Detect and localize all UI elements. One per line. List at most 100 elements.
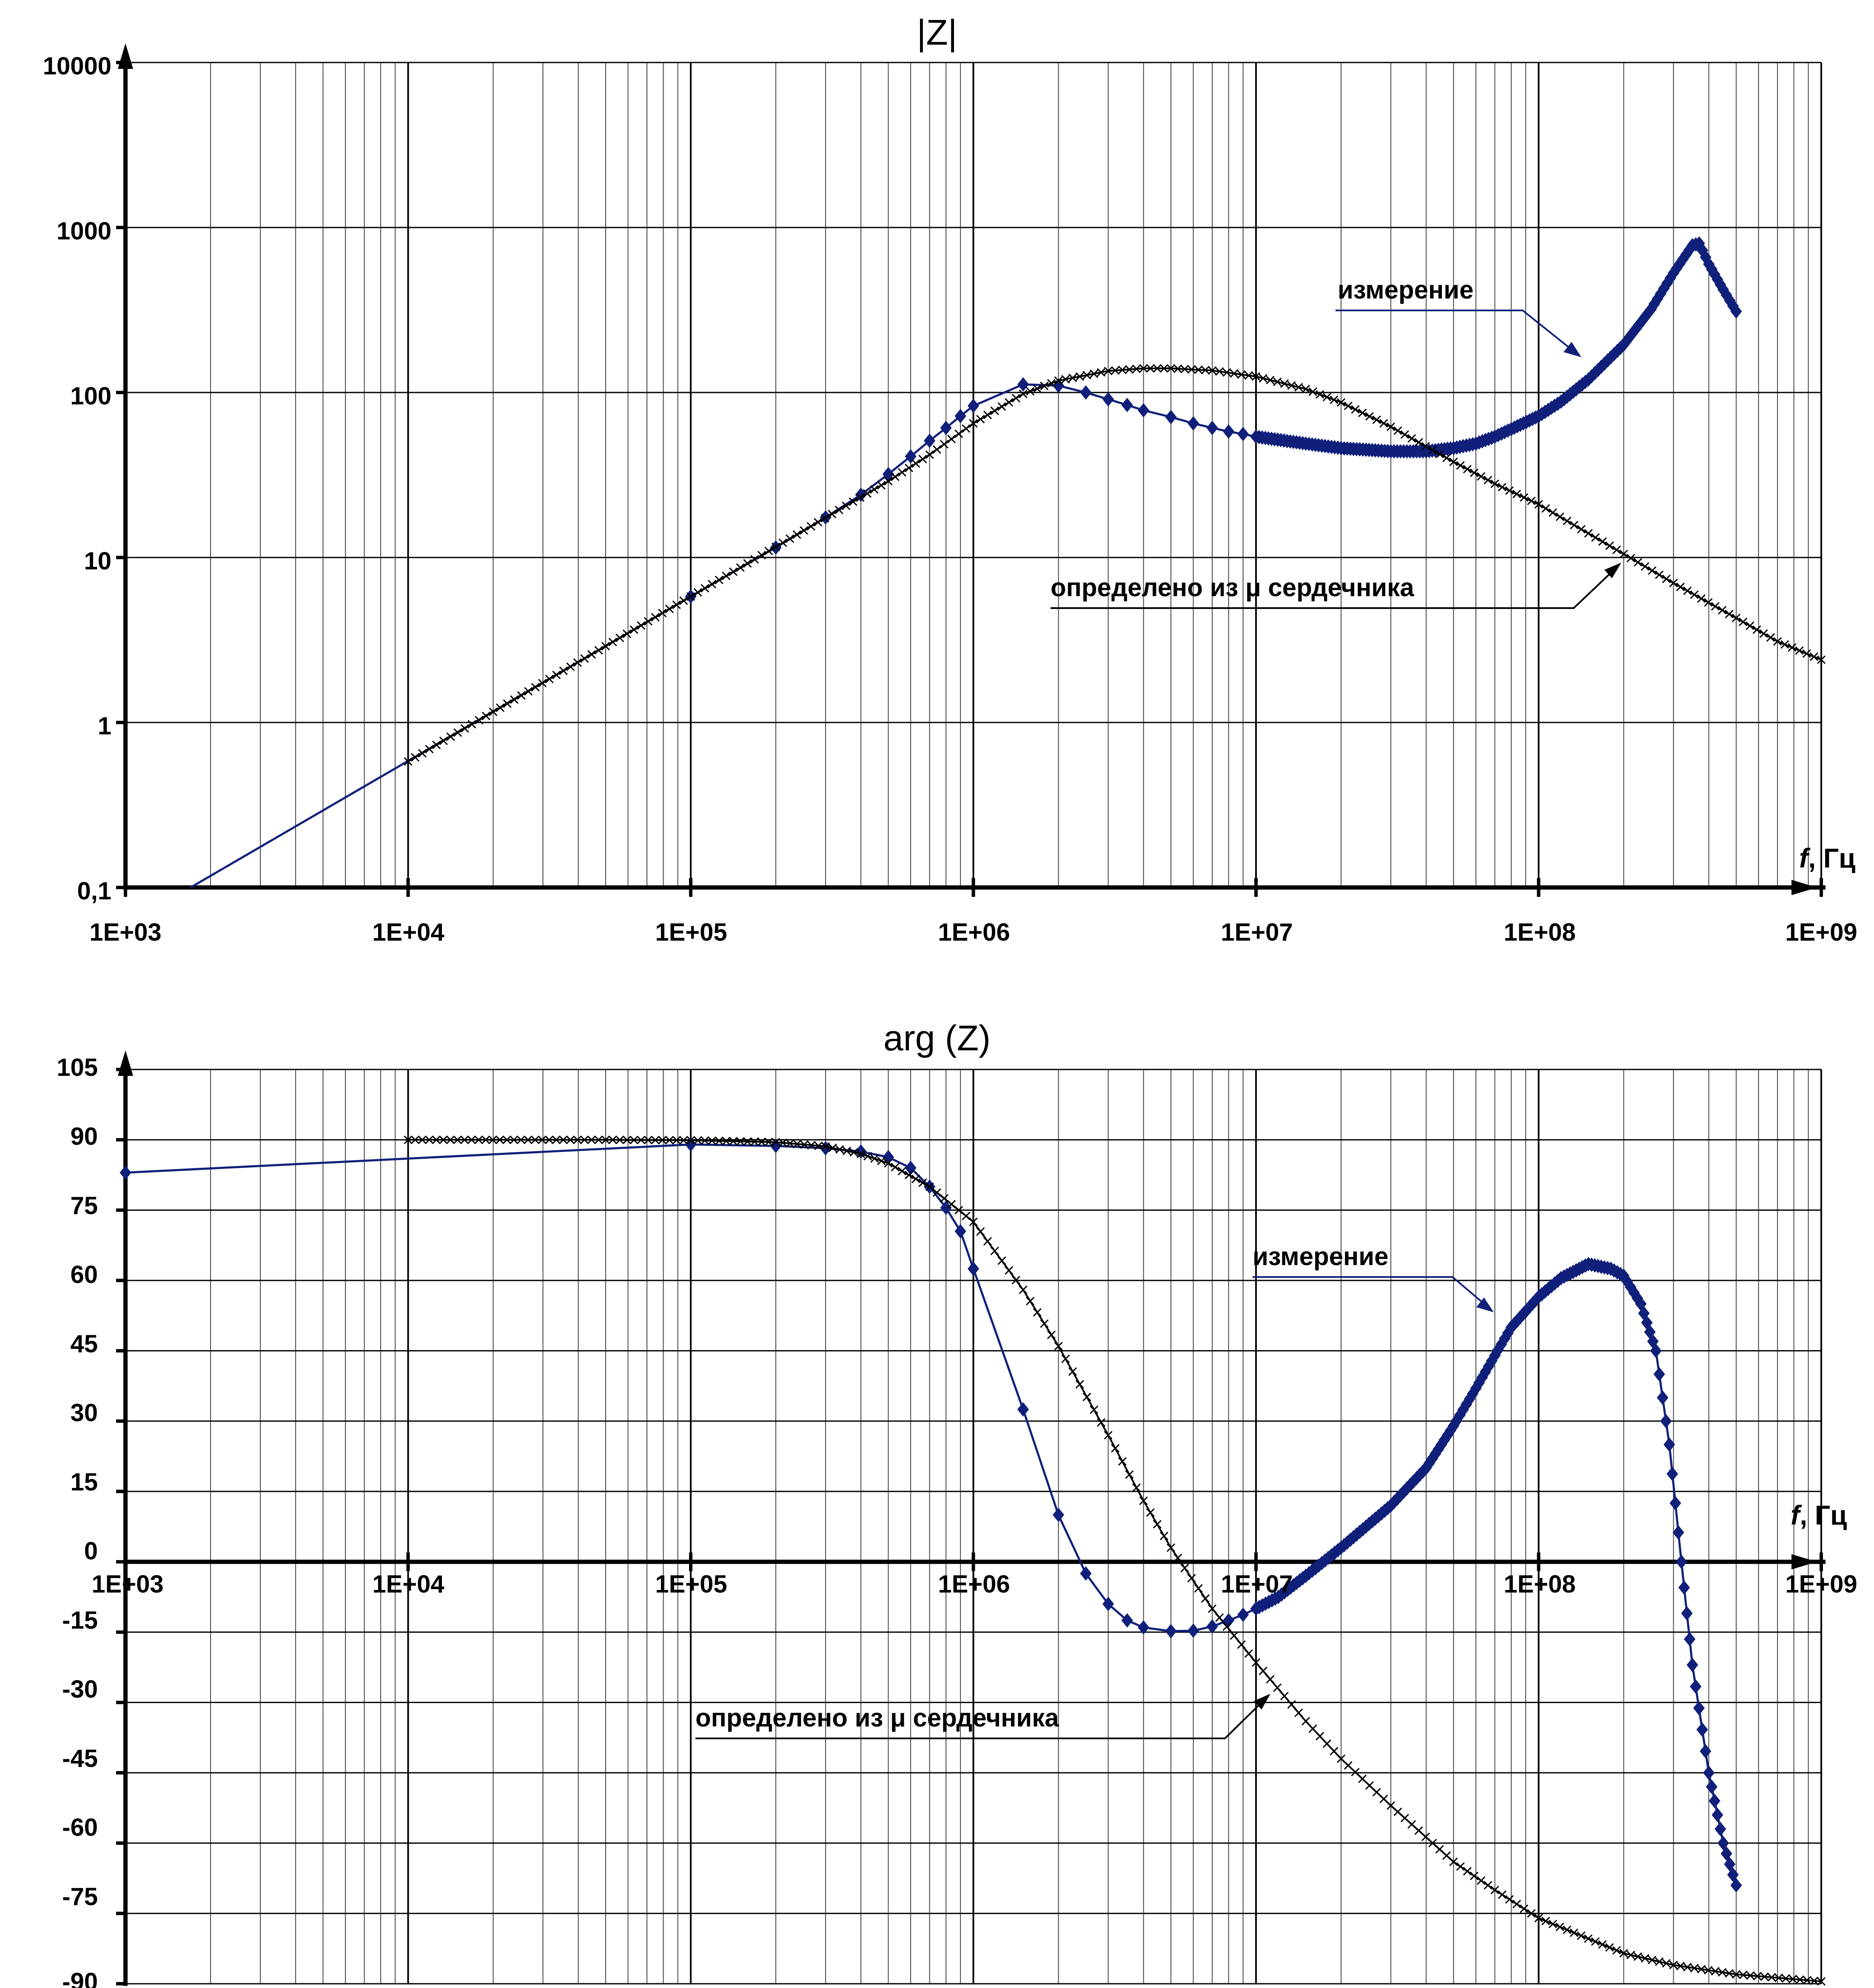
magnitude-series-model-marker [1584,529,1593,538]
phase-series-model-marker [1146,1508,1155,1517]
phase-series-model-marker [1393,1807,1402,1816]
phase-series-model-marker [1104,1431,1113,1440]
phase-series-model-marker [1563,1925,1572,1934]
phase-series-measured-marker [1712,1808,1723,1823]
phase-series-measured-marker [1660,1413,1672,1428]
phase-series-model-marker [1421,1832,1430,1841]
phase-y-tick-label: 15 [70,1468,98,1496]
magnitude-series-model-marker [932,445,941,454]
phase-y-tick-label: 0 [84,1537,98,1565]
magnitude-series-model-marker [1619,549,1628,558]
magnitude-annotation-measured-leader [1336,310,1577,354]
phase-series-model-marker [672,1136,681,1145]
magnitude-series-model-marker [1330,395,1339,404]
phase-series-model-marker [701,1136,709,1145]
phase-series-model-marker [1435,1845,1444,1854]
phase-series-measured-marker [967,1261,980,1276]
magnitude-series-model-marker [814,518,823,527]
phase-series-model-marker [1159,1531,1168,1541]
magnitude-x-tick-label: 1E+06 [938,919,1010,946]
magnitude-series-measured-marker [1237,427,1249,441]
phase-series-model-marker [1470,1871,1479,1880]
phase-series-model-marker [580,1135,589,1144]
magnitude-series-measured-marker [905,449,917,464]
phase-series-model-marker [764,1138,773,1146]
magnitude-series-model-marker [1047,379,1056,388]
phase-series-model-marker [954,1206,963,1214]
magnitude-series-model-marker [1026,387,1035,396]
phase-series-measured-marker [120,1165,131,1180]
phase-series-model-marker [1096,1418,1105,1427]
phase-series-model-marker [1555,1923,1564,1931]
phase-series-model-marker [1273,1683,1282,1692]
phase-series-model-marker [432,1135,441,1144]
magnitude-series-model-marker [1266,375,1275,384]
phase-series-model-marker [1732,1970,1741,1979]
magnitude-y-tick-labels: 0,1 1 10 100 1000 10000 [43,52,111,905]
phase-series-model-marker [1194,1584,1203,1593]
magnitude-series-model-marker [990,406,999,415]
magnitude-x-tick-label: 1E+09 [1785,919,1857,946]
phase-series-model-marker [552,1135,561,1144]
phase-series-model-marker [1655,1957,1664,1966]
magnitude-series-model-marker [904,464,914,472]
phase-x-tick-label: 1E+05 [655,1570,727,1598]
magnitude-series-model-marker [608,637,617,646]
magnitude-series-model-marker [856,493,865,502]
magnitude-series-model-marker [1577,525,1586,534]
magnitude-series-model-marker [1527,496,1536,505]
magnitude-series-model-marker [1111,366,1120,375]
magnitude-series-model-marker [1316,390,1324,399]
magnitude-series-model-marker [1697,594,1706,603]
phase-series-model-marker [1005,1266,1014,1275]
phase-series-measured-marker [1137,1620,1150,1635]
phase-series-model-marker [1739,1971,1748,1979]
phase-series-measured-marker [1237,1607,1249,1622]
magnitude-series-model-marker [1505,486,1514,495]
phase-series-model-marker [1591,1937,1600,1946]
magnitude-series-measured-marker [940,421,952,435]
phase-series-model-marker [1330,1747,1339,1756]
phase-y-tick-label: 30 [70,1399,98,1427]
magnitude-series-model-marker [1809,652,1818,661]
phase-series-model-marker [693,1136,702,1145]
magnitude-series-model-marker [800,526,809,535]
magnitude-series-model-marker [820,514,829,523]
magnitude-annotation-measured: измерение [1338,276,1473,304]
magnitude-series-model-marker [1648,566,1657,575]
magnitude-series-model-marker [834,506,843,515]
phase-series-model-marker [1803,1976,1811,1985]
phase-series-model-marker [1365,1781,1374,1790]
magnitude-y-tick-label: 10000 [43,52,111,80]
phase-y-tick-labels: -90 -75 -60 -45 -30 -15 0 15 30 45 60 75… [57,1054,98,1988]
magnitude-series-model-marker [566,662,575,671]
magnitude-series-model-marker [1194,365,1203,374]
magnitude-series-model-marker [1555,512,1564,521]
phase-series-model-marker [1598,1940,1607,1949]
phase-series-model-marker [1125,1470,1134,1479]
phase-series-model-marker [474,1135,483,1144]
magnitude-series-model-marker [757,551,766,560]
phase-y-tick-label: 75 [70,1192,98,1220]
phase-series-measured-marker [1669,1496,1681,1510]
phase-series-model-marker [1244,1649,1253,1658]
phase-series-model-marker [411,1135,420,1144]
magnitude-series-model-marker [806,522,815,531]
phase-series-model-marker [1026,1297,1035,1305]
phase-series-model-marker [439,1135,448,1144]
phase-series-model-marker [1047,1330,1056,1340]
phase-series-model-marker [1386,1801,1396,1810]
magnitude-series-model-marker [1421,442,1430,451]
magnitude-series-model-marker [1456,461,1465,470]
phase-series-measured-marker [1666,1466,1678,1481]
magnitude-y-tick-label: 0,1 [77,877,111,905]
magnitude-series-model-marker [925,450,934,459]
magnitude-series-model-marker [1626,554,1635,563]
phase-series-model-marker [1541,1917,1550,1925]
phase-series-measured-marker [1102,1596,1114,1611]
magnitude-x-axis-arrow [1791,880,1817,895]
magnitude-series-model-marker [707,580,717,589]
magnitude-series-model-marker [1498,483,1507,492]
phase-series-measured-marker [1650,1343,1662,1358]
magnitude-series-model-marker [1541,504,1550,513]
